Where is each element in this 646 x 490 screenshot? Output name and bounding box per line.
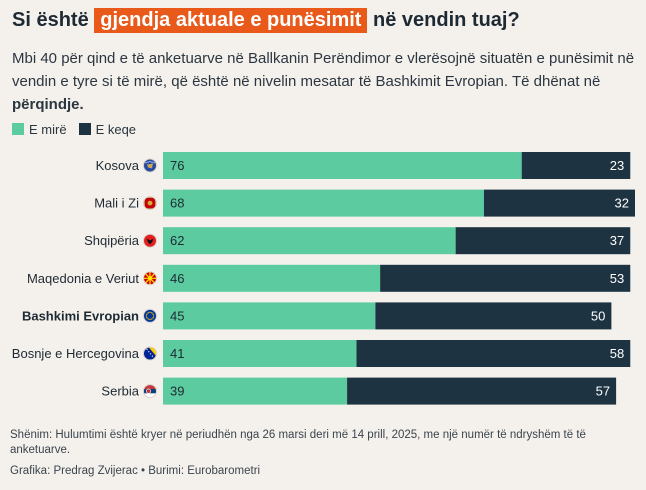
data-label-good: 41 xyxy=(170,346,184,361)
bar-good xyxy=(163,340,357,367)
category-label: Serbia xyxy=(101,384,139,399)
chart-title: Si është gjendja aktuale e punësimit në … xyxy=(12,6,637,34)
data-label-good: 46 xyxy=(170,271,184,286)
category-label: Shqipëria xyxy=(84,233,140,248)
subtitle-main: Mbi 40 për qind e të anketuarve në Ballk… xyxy=(12,50,635,90)
category-label: Maqedonia e Veriut xyxy=(27,271,139,286)
eu-flag-icon xyxy=(143,308,157,323)
serbia-flag-icon xyxy=(143,384,157,399)
bar-bad xyxy=(521,152,631,179)
bar-bad xyxy=(375,302,612,330)
data-label-bad: 23 xyxy=(610,158,624,173)
legend-label-bad: E keqe xyxy=(95,121,137,137)
albania-flag-icon xyxy=(143,233,157,248)
legend-swatch-good xyxy=(12,123,24,135)
data-label-bad: 58 xyxy=(610,346,624,361)
title-after: në vendin tuaj? xyxy=(373,9,520,31)
data-label-bad: 37 xyxy=(610,233,624,248)
bar-bad xyxy=(455,227,631,255)
bar-good xyxy=(163,377,348,405)
category-label: Bashkimi Evropian xyxy=(22,308,139,323)
category-label: Mali i Zi xyxy=(94,196,139,211)
chart-subtitle: Mbi 40 për qind e të anketuarve në Ballk… xyxy=(12,47,637,116)
data-label-bad: 57 xyxy=(596,384,610,399)
bar-good xyxy=(163,189,484,217)
bosnia-flag-icon xyxy=(143,346,157,361)
data-label-good: 39 xyxy=(170,384,184,399)
legend-item-bad: E keqe xyxy=(78,121,137,137)
bar-good xyxy=(163,227,456,255)
credits: Grafika: Predrag Zvijerac • Burimi: Euro… xyxy=(10,465,261,477)
data-label-good: 62 xyxy=(170,233,184,248)
bar-good xyxy=(163,152,522,179)
data-label-bad: 32 xyxy=(615,196,629,211)
legend-item-good: E mirë xyxy=(12,122,67,137)
data-label-bad: 53 xyxy=(610,271,624,286)
bar-bad xyxy=(483,189,635,217)
subtitle-bold: përqindje. xyxy=(12,96,84,113)
title-before: Si është xyxy=(12,9,89,31)
bar-good xyxy=(163,264,381,292)
title-highlight: gjendja aktuale e punësimit xyxy=(94,8,368,33)
bar-bad xyxy=(347,377,617,405)
data-label-good: 76 xyxy=(170,158,184,173)
north-macedonia-flag-icon xyxy=(143,271,157,286)
montenegro-flag-icon xyxy=(143,196,157,211)
data-label-good: 68 xyxy=(170,196,184,211)
bar-bad xyxy=(380,264,631,292)
legend-label-good: E mirë xyxy=(29,121,67,137)
bar-good xyxy=(163,302,376,330)
footnote: Shënim: Hulumtimi është kryer në periudh… xyxy=(10,429,586,456)
legend-swatch-bad xyxy=(78,123,91,135)
data-label-bad: 50 xyxy=(591,308,605,323)
category-label: Kosova xyxy=(96,158,140,173)
data-label-good: 45 xyxy=(170,308,184,323)
stacked-bar-chart: Kosova 76 23 Mali i Zi 68 32 Shqipëria 62 37 Maqe… xyxy=(12,152,635,405)
category-label: Bosnje e Hercegovina xyxy=(12,346,140,361)
bar-bad xyxy=(356,340,631,367)
kosovo-flag-icon xyxy=(143,158,157,173)
legend: E mirë E keqe xyxy=(12,121,148,137)
